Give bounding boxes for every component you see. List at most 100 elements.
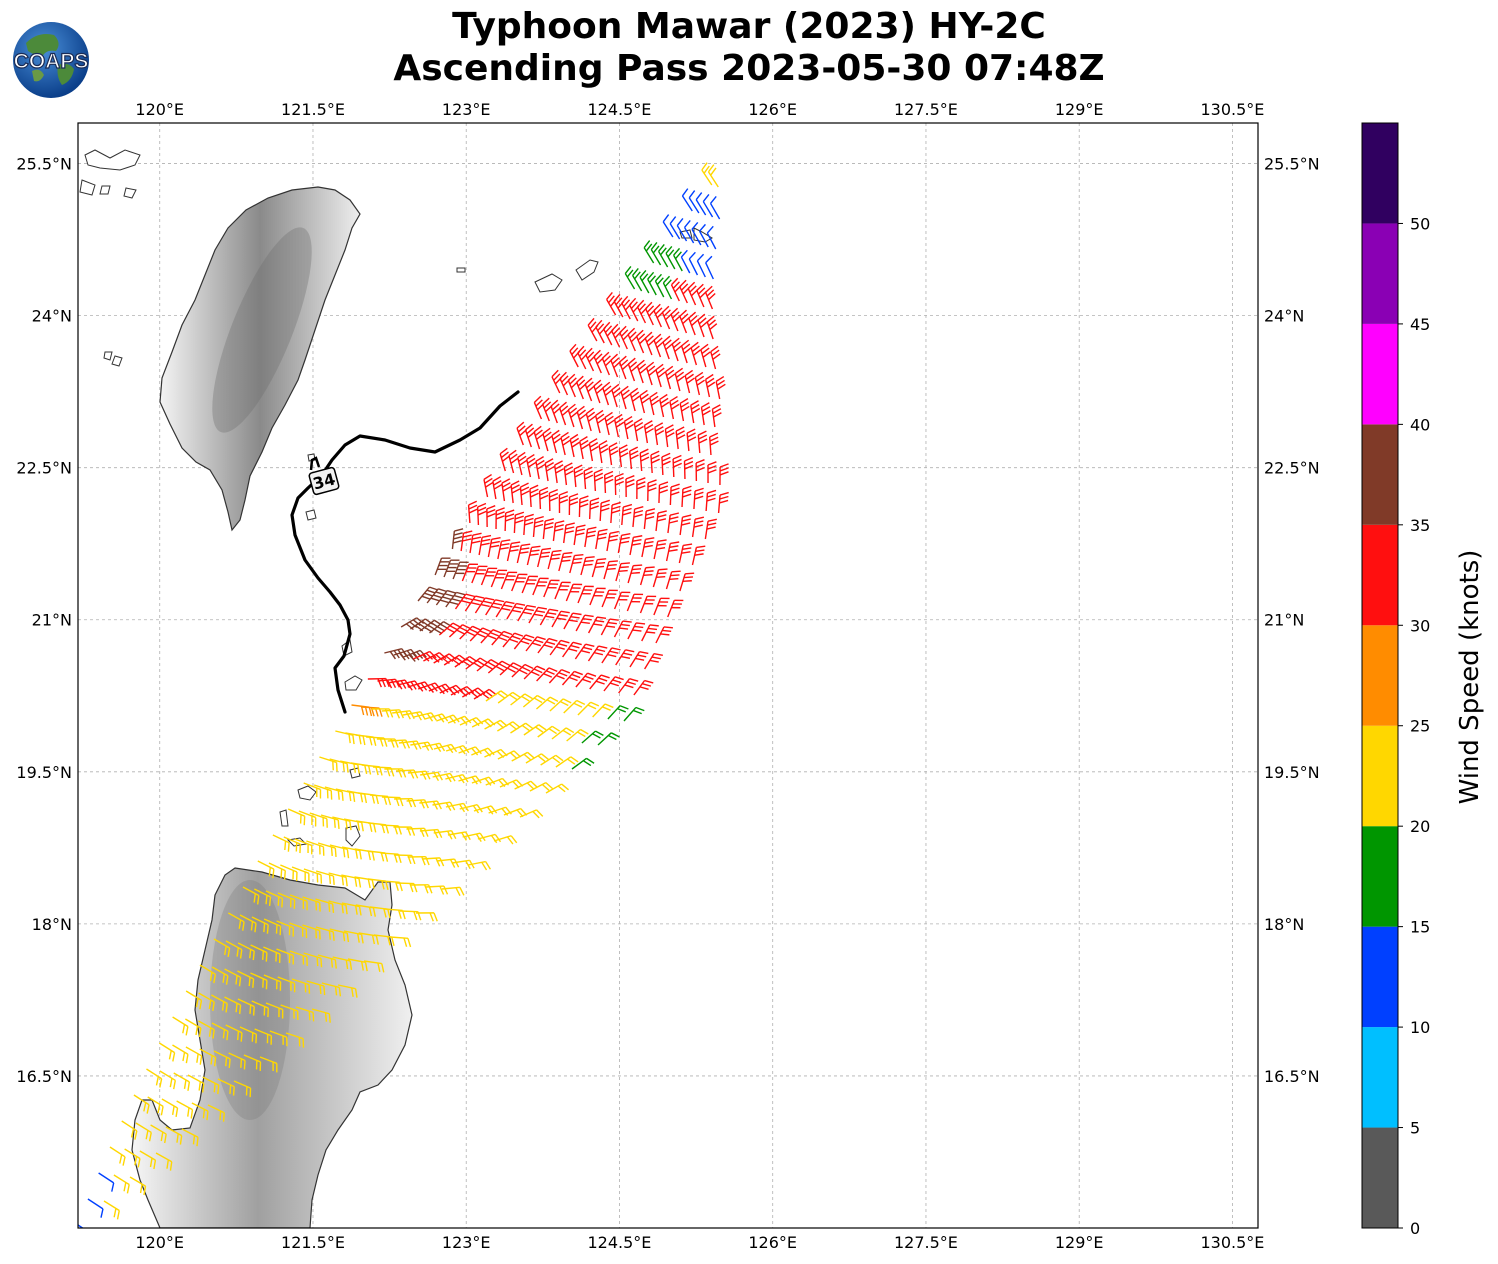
wind-barb (185, 1018, 202, 1038)
wind-barb (402, 711, 426, 721)
wind-barb (329, 844, 350, 859)
wind-barb (639, 448, 650, 472)
wind-barb (542, 518, 555, 540)
wind-barb (419, 800, 442, 810)
wind-barb (243, 1054, 262, 1071)
wind-barb (502, 632, 524, 648)
colorbar-bin (1362, 725, 1398, 827)
wind-barb (511, 751, 535, 762)
wind-barb (358, 932, 379, 945)
wind-barb (561, 670, 583, 686)
wind-barb (635, 329, 647, 354)
wind-barb (541, 397, 553, 422)
wind-barb (285, 1032, 305, 1048)
wind-barb (653, 539, 667, 560)
wind-barb (552, 520, 565, 542)
wind-barb (109, 1146, 126, 1166)
wind-barb (315, 870, 335, 886)
wind-barb (532, 577, 549, 596)
wind-barb (363, 960, 385, 973)
wind-barb (329, 928, 350, 943)
wind-barb (500, 571, 518, 590)
wind-barb (343, 930, 364, 944)
lat-tick-label-right: 18°N (1264, 915, 1304, 934)
wind-barb (566, 728, 589, 742)
wind-barb (254, 888, 272, 907)
wind-barb (471, 776, 496, 786)
wind-barb (384, 908, 406, 920)
wind-barb (436, 858, 460, 868)
wind-barb (181, 1128, 199, 1147)
lon-tick-label-bottom: 121.5°E (281, 1233, 345, 1252)
lon-tick-label-top: 123°E (442, 100, 491, 119)
wind-barb (606, 530, 619, 552)
wind-barb (161, 1098, 179, 1118)
colorbar: 0 5 10 15 20 25 30 35 40 45 50 (1361, 122, 1430, 1238)
wind-barb (653, 333, 665, 358)
lat-tick-label-right: 25.5°N (1264, 155, 1320, 174)
lat-tick-label-right: 24°N (1264, 307, 1304, 326)
wind-barb (421, 857, 445, 867)
wind-barb (632, 267, 643, 292)
wind-barb (185, 990, 203, 1010)
coaps-logo: COAPS (13, 22, 89, 98)
wind-barb (377, 678, 401, 689)
wind-barb (589, 587, 606, 606)
wind-barb (683, 456, 694, 480)
wind-barb (387, 739, 411, 749)
wind-barb (575, 672, 597, 688)
wind-barb (639, 389, 650, 414)
colorbar-label: Wind Speed (knots) (1455, 550, 1485, 805)
wind-barb (461, 563, 478, 582)
wind-barb (147, 1096, 164, 1116)
wind-barb (473, 805, 498, 815)
wind-barb (669, 483, 680, 506)
wind-barb (452, 561, 469, 580)
wind-barb (623, 706, 645, 722)
wind-barb (523, 513, 534, 536)
wind-barb (684, 369, 695, 394)
wind-barb (486, 505, 496, 528)
wind-barb (332, 816, 352, 831)
wind-barb (588, 438, 599, 462)
wind-barb (610, 353, 621, 378)
wind-barb (165, 1126, 183, 1145)
wind-barb (239, 1026, 258, 1044)
wind-barb (643, 508, 656, 530)
wind-barb (551, 429, 562, 454)
wind-barb (454, 593, 475, 610)
wind-barb (585, 407, 597, 432)
wind-barb (269, 1030, 288, 1047)
wind-barb (211, 966, 229, 985)
lat-tick-label-right: 19.5°N (1264, 763, 1320, 782)
wind-barb (697, 430, 708, 454)
lon-tick-label-top: 121.5°E (281, 100, 345, 119)
wind-barb (627, 622, 646, 640)
wind-barb (495, 601, 515, 618)
wind-barb (478, 534, 492, 556)
wind-barb (268, 862, 286, 880)
wind-barb (621, 503, 633, 526)
wind-barb (543, 579, 560, 598)
chart-subtitle: Ascending Pass 2023-05-30 07:48Z (393, 48, 1105, 89)
colorbar-tick-label: 25 (1410, 717, 1430, 736)
wind-barb (459, 716, 484, 727)
wind-barb (538, 486, 549, 510)
lon-tick-label-top: 129°E (1055, 100, 1104, 119)
colorbar-tick-label: 10 (1410, 1018, 1430, 1037)
wind-barb (702, 194, 714, 218)
wind-barb (614, 472, 625, 496)
wind-barb (319, 756, 338, 772)
wind-barb (636, 359, 648, 384)
wind-barb (298, 810, 317, 827)
lat-tick-label-left: 22.5°N (16, 459, 72, 478)
wind-barb (664, 424, 675, 448)
wind-barb (629, 535, 643, 556)
wind-barb (603, 470, 614, 494)
wind-barb (667, 599, 684, 618)
wind-barb (237, 942, 255, 961)
wind-barb (535, 456, 546, 480)
wind-barb (573, 524, 586, 546)
wind-barb (228, 912, 245, 931)
